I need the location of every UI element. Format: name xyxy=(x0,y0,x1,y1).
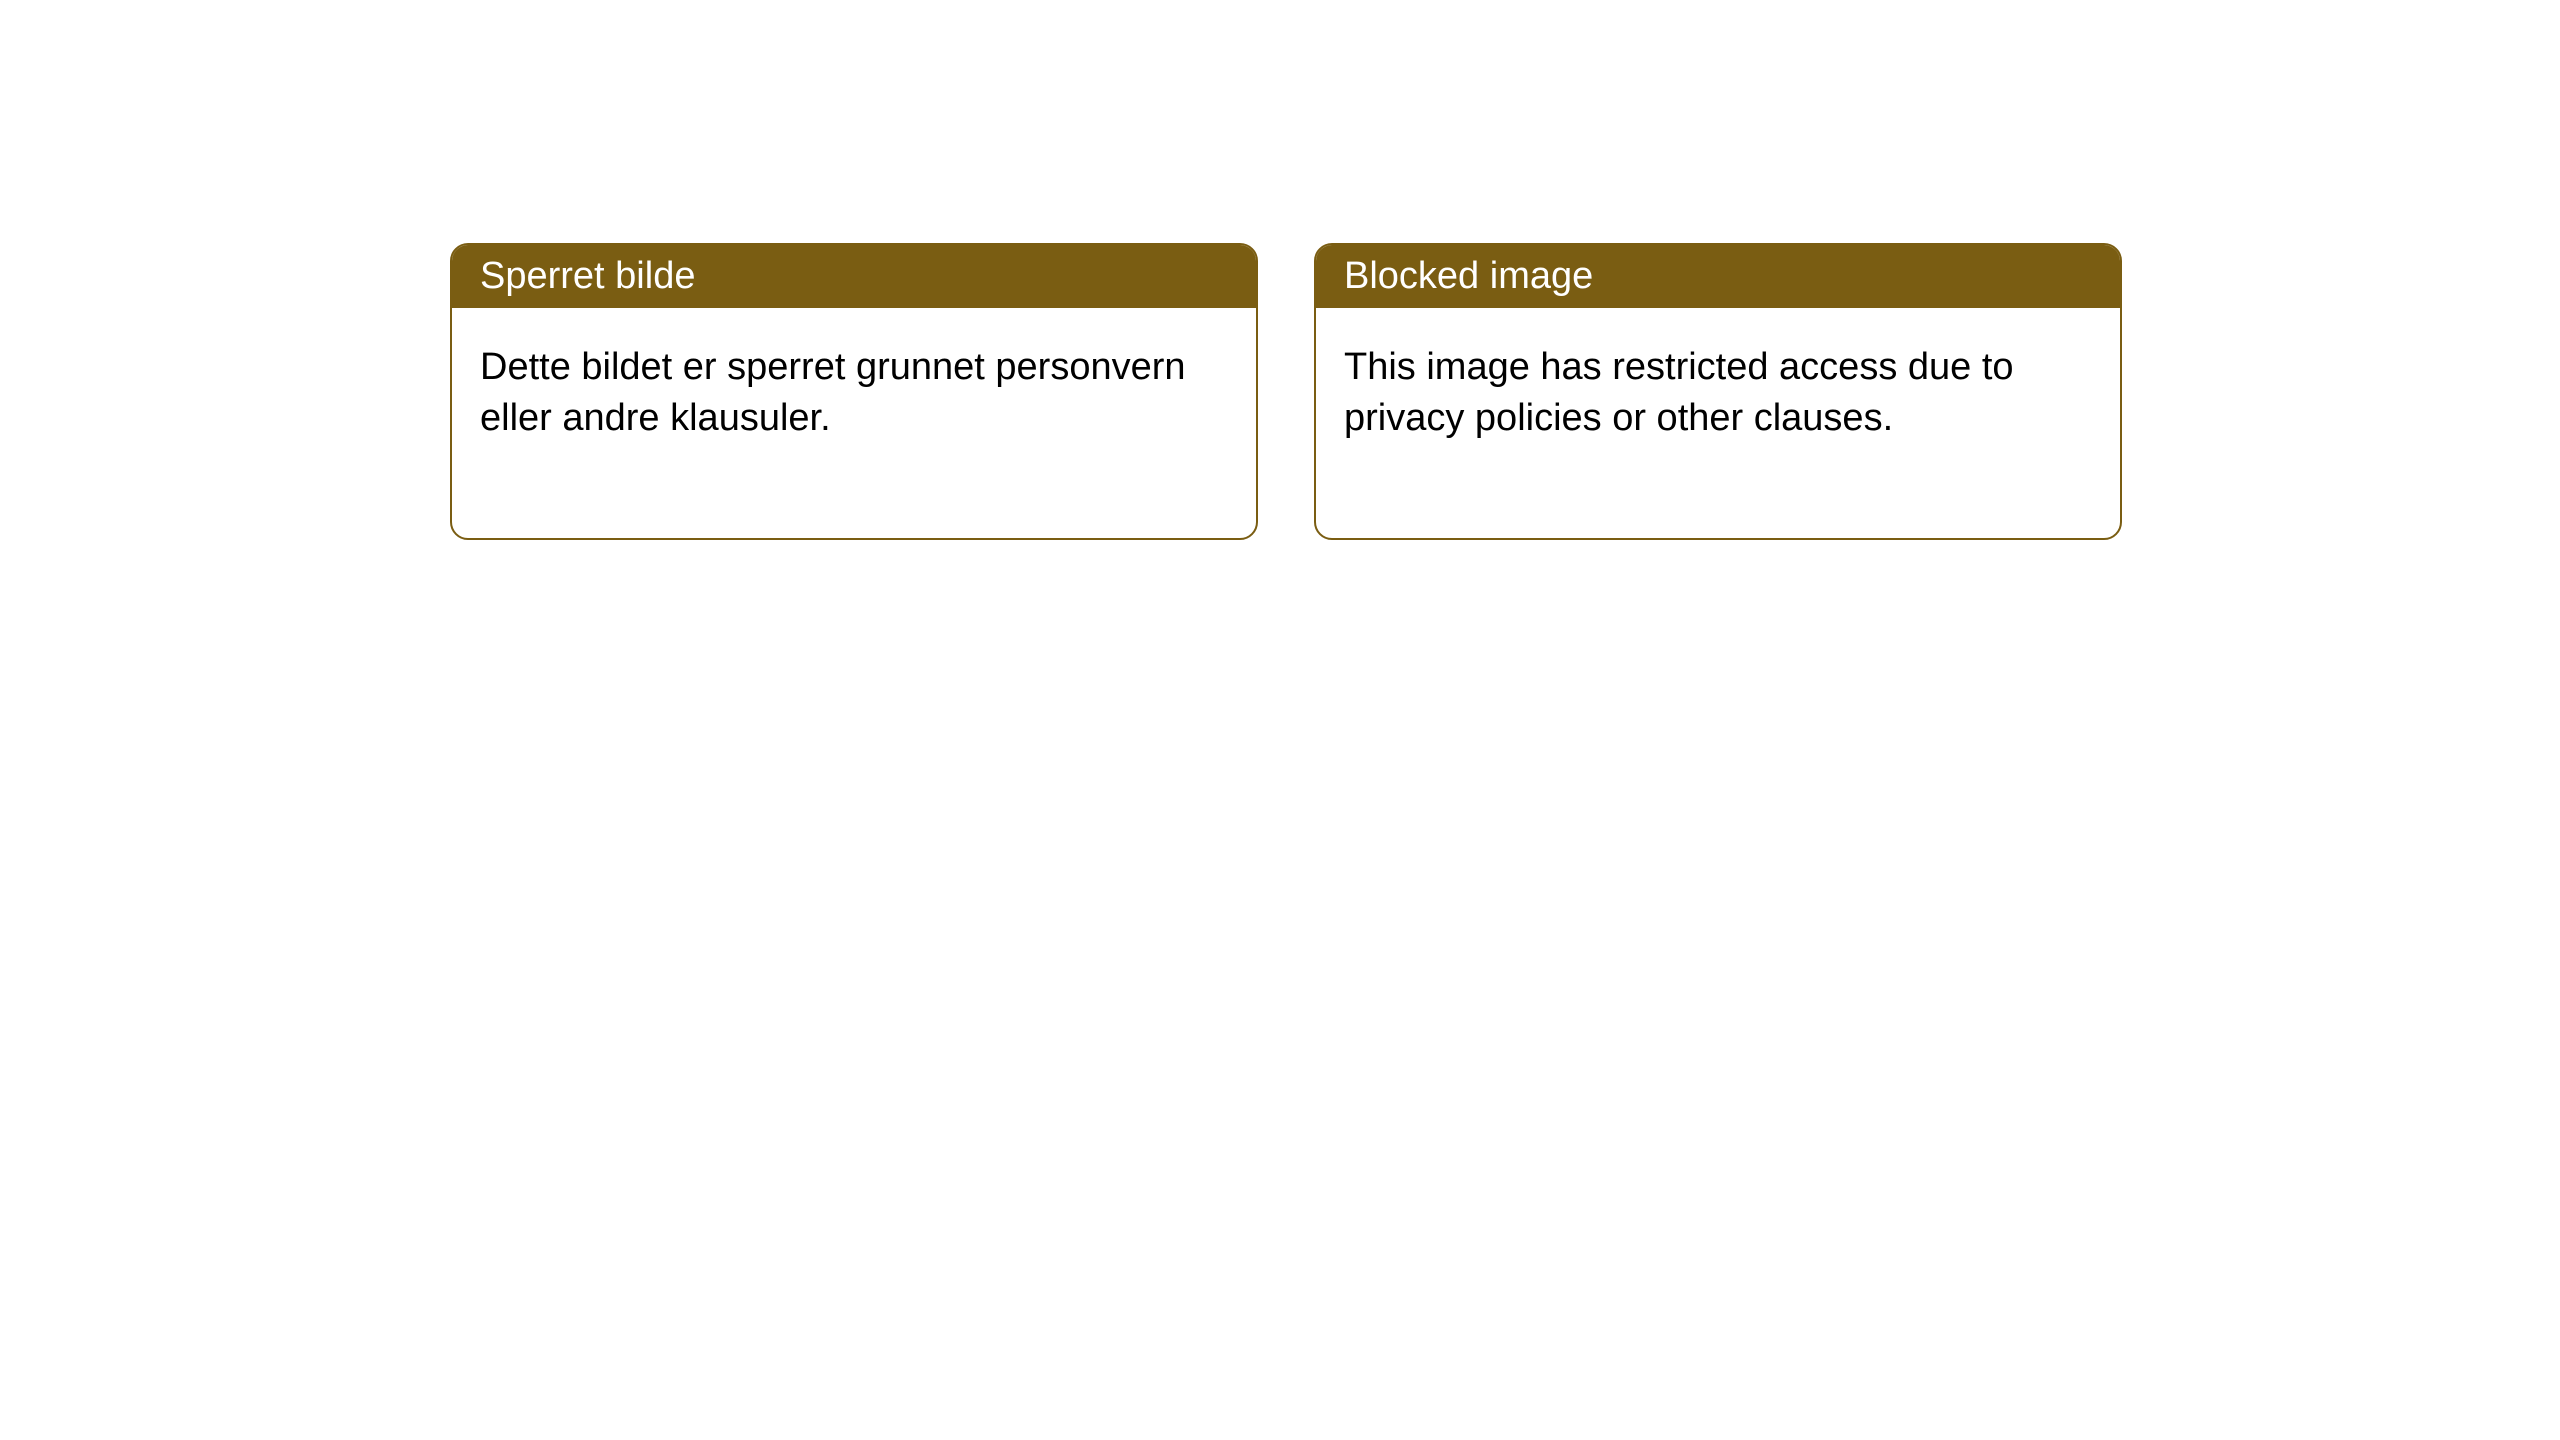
card-title: Blocked image xyxy=(1316,245,2120,308)
card-body-text: Dette bildet er sperret grunnet personve… xyxy=(452,308,1256,538)
card-title: Sperret bilde xyxy=(452,245,1256,308)
notice-cards-container: Sperret bilde Dette bildet er sperret gr… xyxy=(0,0,2560,540)
card-body-text: This image has restricted access due to … xyxy=(1316,308,2120,538)
blocked-image-card-en: Blocked image This image has restricted … xyxy=(1314,243,2122,540)
blocked-image-card-no: Sperret bilde Dette bildet er sperret gr… xyxy=(450,243,1258,540)
